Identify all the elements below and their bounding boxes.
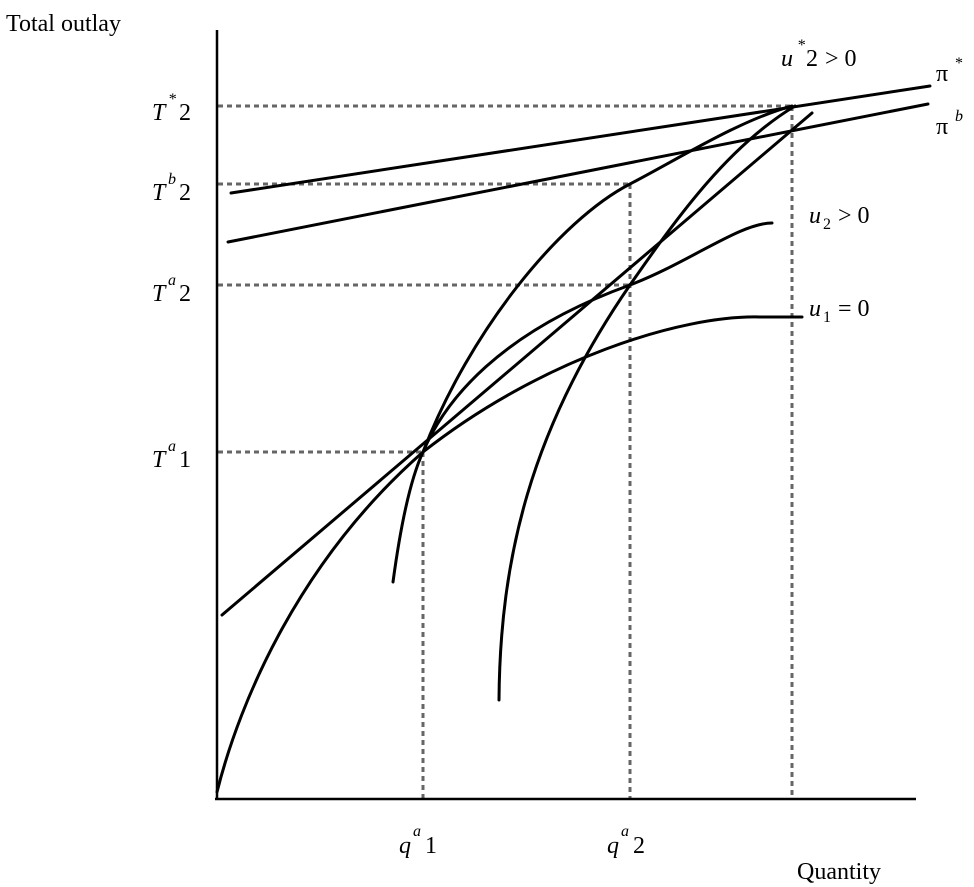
t1a-base: T — [152, 447, 167, 473]
u2star-sub: 2 — [806, 46, 818, 72]
pistar-sup: * — [955, 55, 963, 72]
q1a-base: q — [399, 833, 411, 859]
curves — [215, 84, 932, 794]
x-tick-q1a: q a 1 — [399, 823, 437, 859]
u2star-sup: * — [797, 37, 805, 54]
q2a-sup: a — [621, 823, 629, 840]
y-axis-label: Total outlay — [6, 11, 121, 37]
u1-rel: = 0 — [838, 296, 870, 322]
u2-sub: 2 — [823, 216, 831, 233]
x-tick-q2a: q a 2 — [607, 823, 645, 859]
pib-sup: b — [955, 108, 963, 125]
y-tick-t2star: T * 2 — [152, 91, 191, 126]
t2a-base: T — [152, 281, 167, 307]
t1a-sub: 1 — [179, 447, 191, 473]
pistar-base: π — [936, 61, 948, 87]
y-tick-t2a: T a 2 — [152, 272, 191, 307]
u1-sub: 1 — [823, 309, 831, 326]
t2b-sub: 2 — [179, 180, 191, 206]
u2-base: u — [809, 203, 821, 229]
label-pib: π b — [936, 108, 963, 140]
t1a-sup: a — [168, 438, 176, 455]
label-u2star: u * 2 > 0 — [781, 37, 857, 72]
label-u1: u 1 = 0 — [809, 296, 870, 326]
u2star-indifference-curve — [497, 104, 797, 702]
u2star-base: u — [781, 46, 793, 72]
t2star-sub: 2 — [179, 100, 191, 126]
q1a-sup: a — [413, 823, 421, 840]
x-axis-label: Quantity — [797, 859, 881, 885]
u1-base: u — [809, 296, 821, 322]
label-u2: u 2 > 0 — [809, 203, 870, 233]
q1a-sub: 1 — [425, 833, 437, 859]
t2a-sub: 2 — [179, 281, 191, 307]
u1-indifference-curve — [215, 315, 804, 794]
pistar-isoprofit-line — [229, 84, 932, 195]
t2star-sup: * — [168, 91, 176, 108]
y-tick-t2b: T b 2 — [152, 171, 191, 206]
label-pistar: π * — [936, 55, 963, 87]
t2b-sup: b — [168, 171, 176, 188]
u2-rel: > 0 — [838, 203, 870, 229]
pib-isoprofit-line — [226, 102, 930, 244]
t2a-sup: a — [168, 272, 176, 289]
u2-left-arc — [421, 104, 794, 454]
reference-lines — [218, 104, 794, 798]
q2a-base: q — [607, 833, 619, 859]
t2star-base: T — [152, 100, 167, 126]
u2-indifference-curve — [391, 221, 774, 584]
t2b-base: T — [152, 180, 167, 206]
y-tick-t1a: T a 1 — [152, 438, 191, 473]
u1-tangent-line — [220, 111, 814, 617]
u2star-rel: > 0 — [825, 46, 857, 72]
q2a-sub: 2 — [633, 833, 645, 859]
pib-base: π — [936, 114, 948, 140]
